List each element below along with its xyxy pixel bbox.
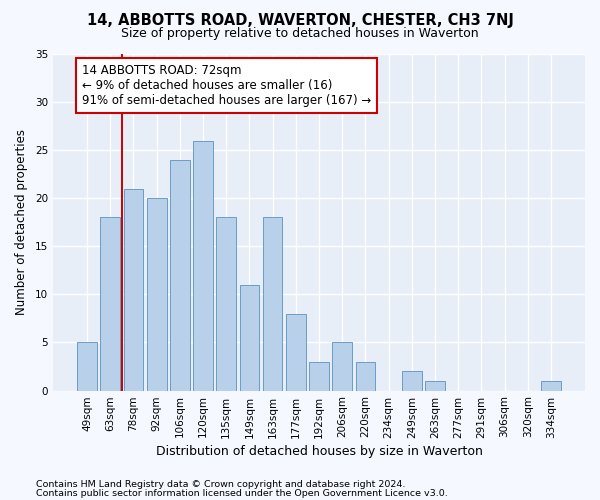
- Bar: [147, 198, 167, 390]
- Y-axis label: Number of detached properties: Number of detached properties: [15, 130, 28, 316]
- Bar: [425, 381, 445, 390]
- Bar: [100, 218, 120, 390]
- Text: 14 ABBOTTS ROAD: 72sqm
← 9% of detached houses are smaller (16)
91% of semi-deta: 14 ABBOTTS ROAD: 72sqm ← 9% of detached …: [82, 64, 371, 107]
- Text: Contains public sector information licensed under the Open Government Licence v3: Contains public sector information licen…: [36, 489, 448, 498]
- Text: 14, ABBOTTS ROAD, WAVERTON, CHESTER, CH3 7NJ: 14, ABBOTTS ROAD, WAVERTON, CHESTER, CH3…: [86, 12, 514, 28]
- Bar: [239, 285, 259, 391]
- Bar: [217, 218, 236, 390]
- Text: Contains HM Land Registry data © Crown copyright and database right 2024.: Contains HM Land Registry data © Crown c…: [36, 480, 406, 489]
- Bar: [541, 381, 561, 390]
- Bar: [124, 188, 143, 390]
- Bar: [286, 314, 305, 390]
- X-axis label: Distribution of detached houses by size in Waverton: Distribution of detached houses by size …: [155, 444, 482, 458]
- Bar: [193, 140, 213, 390]
- Bar: [332, 342, 352, 390]
- Bar: [77, 342, 97, 390]
- Bar: [263, 218, 283, 390]
- Bar: [402, 372, 422, 390]
- Text: Size of property relative to detached houses in Waverton: Size of property relative to detached ho…: [121, 28, 479, 40]
- Bar: [309, 362, 329, 390]
- Bar: [356, 362, 375, 390]
- Bar: [170, 160, 190, 390]
